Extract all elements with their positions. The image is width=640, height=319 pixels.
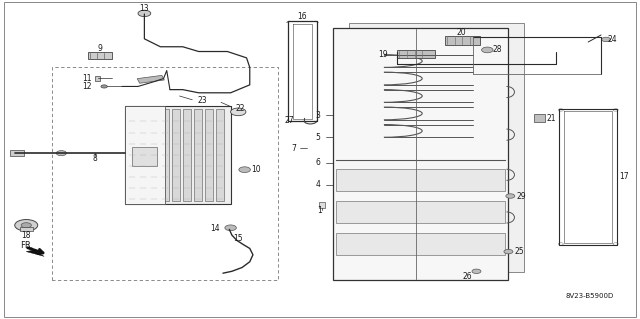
Text: 26: 26 bbox=[462, 271, 472, 281]
Bar bbox=[205, 109, 213, 201]
Text: 15: 15 bbox=[234, 234, 243, 243]
Circle shape bbox=[239, 167, 250, 173]
Text: 4: 4 bbox=[315, 181, 320, 189]
Text: 22: 22 bbox=[236, 104, 245, 113]
Circle shape bbox=[56, 151, 67, 156]
Polygon shape bbox=[26, 250, 44, 256]
Bar bbox=[349, 23, 524, 272]
Bar bbox=[172, 109, 180, 201]
Circle shape bbox=[481, 47, 493, 53]
Circle shape bbox=[15, 219, 38, 231]
Text: 25: 25 bbox=[515, 247, 524, 256]
Text: 27: 27 bbox=[285, 116, 294, 125]
Circle shape bbox=[230, 108, 246, 116]
Circle shape bbox=[602, 37, 611, 42]
Bar bbox=[88, 52, 112, 59]
Text: 16: 16 bbox=[298, 12, 307, 21]
Bar bbox=[10, 150, 24, 156]
Text: 20: 20 bbox=[457, 28, 467, 37]
Text: 18: 18 bbox=[22, 231, 31, 240]
FancyBboxPatch shape bbox=[4, 2, 636, 317]
Bar bbox=[333, 28, 508, 280]
Bar bbox=[20, 227, 33, 231]
Bar bbox=[336, 201, 505, 223]
Circle shape bbox=[506, 194, 515, 198]
Text: 1: 1 bbox=[317, 206, 323, 215]
Text: 7: 7 bbox=[291, 144, 296, 153]
Circle shape bbox=[101, 85, 108, 88]
Bar bbox=[534, 114, 545, 122]
Bar bbox=[150, 109, 158, 201]
Text: 6: 6 bbox=[315, 158, 320, 167]
Bar bbox=[195, 109, 202, 201]
Text: 8V23-B5900D: 8V23-B5900D bbox=[566, 293, 614, 299]
Bar bbox=[161, 109, 169, 201]
Text: 12: 12 bbox=[82, 82, 92, 91]
Text: 29: 29 bbox=[516, 191, 526, 201]
Text: 9: 9 bbox=[97, 44, 102, 53]
Circle shape bbox=[472, 269, 481, 273]
Circle shape bbox=[21, 223, 31, 228]
Text: FR.: FR. bbox=[20, 241, 33, 250]
Bar bbox=[319, 202, 325, 208]
Bar bbox=[140, 109, 147, 201]
Bar bbox=[125, 106, 230, 204]
Circle shape bbox=[225, 225, 236, 231]
Text: 8: 8 bbox=[93, 154, 97, 163]
Bar bbox=[336, 169, 505, 191]
Text: 3: 3 bbox=[315, 111, 320, 120]
Bar bbox=[184, 109, 191, 201]
Circle shape bbox=[504, 249, 513, 254]
Bar bbox=[95, 76, 100, 81]
Bar bbox=[397, 50, 435, 58]
Text: 28: 28 bbox=[493, 45, 502, 55]
Bar bbox=[216, 109, 224, 201]
Text: 5: 5 bbox=[315, 133, 320, 142]
Text: 17: 17 bbox=[619, 173, 628, 182]
Text: 10: 10 bbox=[252, 165, 261, 174]
Text: 21: 21 bbox=[547, 114, 556, 123]
Bar bbox=[132, 147, 157, 166]
Bar bbox=[129, 109, 136, 201]
Bar bbox=[445, 36, 479, 45]
Text: 24: 24 bbox=[607, 35, 618, 44]
Circle shape bbox=[138, 10, 151, 17]
Text: 14: 14 bbox=[210, 224, 220, 233]
Text: 11: 11 bbox=[82, 74, 92, 83]
Bar bbox=[336, 233, 505, 255]
Bar bbox=[137, 75, 164, 83]
Text: 23: 23 bbox=[197, 96, 207, 105]
Text: 19: 19 bbox=[378, 49, 388, 59]
Text: 13: 13 bbox=[140, 4, 149, 13]
Bar bbox=[125, 106, 165, 204]
